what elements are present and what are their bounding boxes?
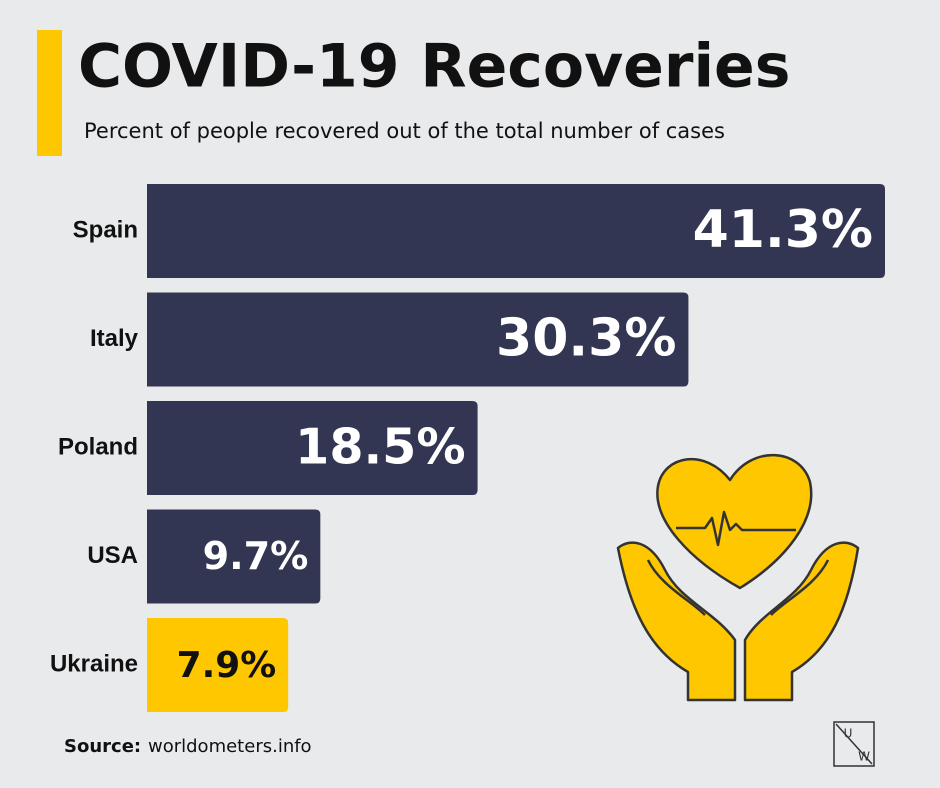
bar [147,292,689,387]
logo [833,721,875,767]
heartbeat [676,510,796,547]
category-label: Spain [73,216,138,243]
left-thumb [646,559,706,616]
value-label: 30.3% [496,309,676,369]
bar [147,184,885,278]
title-accent [37,30,62,156]
bar [147,509,321,604]
chart-title: COVID-19 Recoveries [78,32,790,102]
source: worldometers.info [148,736,312,757]
value-label: 9.7% [203,534,309,578]
bar [147,401,478,495]
category-label: Poland [58,433,138,460]
logo-box [833,721,875,767]
logo-top: U [844,727,853,741]
bar [147,618,289,712]
value-label: 7.9% [177,645,277,686]
heart-illustration [616,453,860,702]
category-label: Ukraine [50,650,138,677]
plot: Spain 41.3% Italy 30.3% Poland 18.5% USA 9.7% Uk… [50,184,885,712]
logo-bottom: W [858,750,870,764]
right-hand [743,541,860,702]
category-label: USA [87,542,138,569]
value-label: 18.5% [295,418,465,476]
logo-slash [835,723,873,765]
value-label: 41.3% [693,200,873,260]
source-label: Source: [64,736,141,757]
category-label: Italy [90,325,139,352]
heart [656,453,813,590]
left-hand [616,541,737,702]
right-thumb [770,559,830,616]
chart-subtitle: Percent of people recovered out of the t… [84,119,725,143]
